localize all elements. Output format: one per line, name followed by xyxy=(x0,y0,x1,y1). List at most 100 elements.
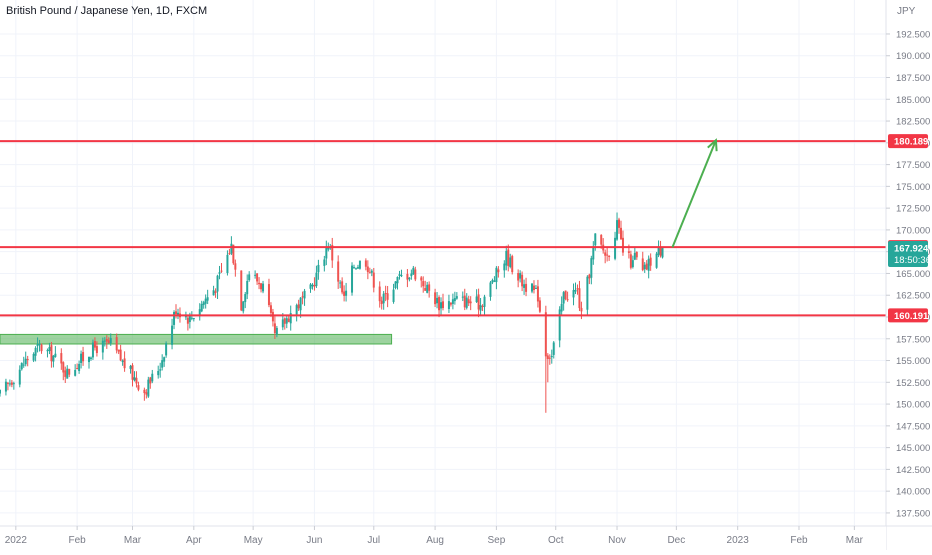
candle-body xyxy=(186,317,189,324)
candle-body xyxy=(519,273,522,279)
candle-body xyxy=(451,299,454,304)
candle-body xyxy=(493,280,496,282)
levels-layer xyxy=(0,140,886,317)
candle-body xyxy=(461,296,464,298)
candle-body xyxy=(200,303,203,312)
candle-body xyxy=(119,349,122,361)
candle-body xyxy=(244,294,247,303)
candle-body xyxy=(135,377,138,384)
candle-body xyxy=(101,340,104,353)
candle-body xyxy=(46,350,49,352)
candle-body xyxy=(289,313,292,324)
last-price-label-background xyxy=(888,240,928,267)
time-tick-label: Apr xyxy=(186,535,202,546)
candle-body xyxy=(621,237,624,253)
candle-body xyxy=(453,298,456,302)
candle-body xyxy=(242,301,245,312)
candle-body xyxy=(578,288,581,309)
candle-body xyxy=(511,256,514,273)
candle-body xyxy=(631,260,634,268)
time-tick-label: Nov xyxy=(608,535,626,546)
candle-body xyxy=(103,340,106,342)
candle-body xyxy=(341,281,344,293)
candle-body xyxy=(505,250,508,266)
level-price-label-background xyxy=(888,308,928,323)
candle-body xyxy=(384,293,387,295)
candle-body xyxy=(325,247,328,259)
candle-body xyxy=(145,392,148,395)
candle-body xyxy=(6,382,9,384)
candle-body xyxy=(212,290,215,296)
candle-body xyxy=(129,365,132,369)
candle-body xyxy=(604,252,607,256)
candle-body xyxy=(133,377,136,381)
candle-body xyxy=(618,219,621,228)
time-axis-background xyxy=(0,526,886,550)
candle-body xyxy=(163,357,166,362)
bar-countdown-label: 18:50:36 xyxy=(894,255,931,266)
candle-body xyxy=(50,345,53,362)
price-tick-label: 150.000 xyxy=(896,400,930,411)
candle-body xyxy=(137,385,140,390)
level-price-label: 180.189 xyxy=(894,137,928,148)
candle-body xyxy=(64,370,67,377)
candle-body xyxy=(552,342,555,355)
candle-body xyxy=(343,291,346,296)
candle-body xyxy=(614,237,617,259)
candle-body xyxy=(60,353,63,364)
candle-body xyxy=(364,260,367,267)
candle-body xyxy=(616,220,619,240)
candle-body xyxy=(254,274,257,276)
candle-body xyxy=(38,343,41,345)
candle-body xyxy=(380,300,383,305)
candle-body xyxy=(262,283,265,292)
candle-body xyxy=(410,273,413,277)
candle-body xyxy=(546,355,549,359)
candle-body xyxy=(147,379,150,397)
price-tick-label: 192.500 xyxy=(896,29,930,40)
candle-body xyxy=(447,301,450,309)
candle-body xyxy=(159,369,162,371)
candle-body xyxy=(370,270,373,273)
candle-body xyxy=(20,362,23,370)
candle-body xyxy=(240,270,243,311)
candle-body xyxy=(633,252,636,260)
candle-body xyxy=(351,265,354,293)
candle-body xyxy=(331,244,334,261)
candle-body xyxy=(495,267,498,283)
candle-body xyxy=(188,315,191,323)
candle-body xyxy=(123,358,126,369)
candle-body xyxy=(313,284,316,287)
candle-body xyxy=(353,267,356,269)
price-tick-label: 182.500 xyxy=(896,117,930,128)
candle-body xyxy=(258,282,261,285)
candle-body xyxy=(455,296,458,299)
candle-body xyxy=(315,272,318,286)
price-tick-label: 175.000 xyxy=(896,182,930,193)
candle-body xyxy=(115,337,118,351)
candle-body xyxy=(234,263,237,270)
candle-body xyxy=(436,297,439,304)
candle-body xyxy=(80,353,83,364)
candle-body xyxy=(659,248,662,256)
candle-body xyxy=(8,383,11,385)
candle-body xyxy=(157,371,160,376)
candle-body xyxy=(206,297,209,301)
candle-body xyxy=(372,272,375,288)
time-tick-label: Dec xyxy=(667,535,685,546)
candle-body xyxy=(12,383,15,385)
candle-body xyxy=(105,339,108,342)
candle-body xyxy=(107,340,110,344)
candle-body xyxy=(463,295,466,308)
candle-body xyxy=(382,293,385,304)
candle-body xyxy=(76,368,79,370)
grid-layer xyxy=(0,0,886,526)
candle-body xyxy=(204,298,207,304)
candle-body xyxy=(449,302,452,305)
arrow-layer xyxy=(671,138,718,248)
projection-arrowhead-icon xyxy=(707,138,718,152)
candle-body xyxy=(4,381,7,392)
candle-body xyxy=(509,257,512,267)
